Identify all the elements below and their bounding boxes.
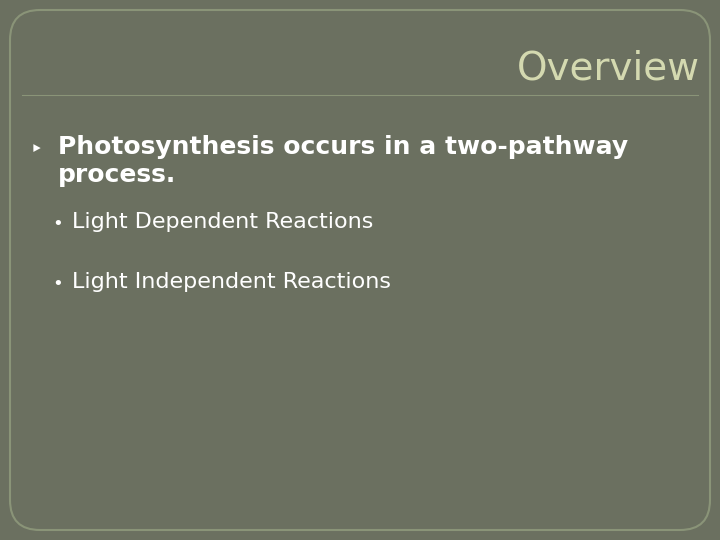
Text: •: • [52, 215, 63, 233]
Text: Light Dependent Reactions: Light Dependent Reactions [72, 212, 374, 232]
Text: Photosynthesis occurs in a two-pathway: Photosynthesis occurs in a two-pathway [58, 135, 628, 159]
Text: ‣: ‣ [30, 140, 43, 160]
Text: Overview: Overview [517, 50, 700, 88]
Text: Light Independent Reactions: Light Independent Reactions [72, 272, 391, 292]
Text: •: • [52, 275, 63, 293]
FancyBboxPatch shape [10, 10, 710, 530]
Text: process.: process. [58, 163, 176, 187]
